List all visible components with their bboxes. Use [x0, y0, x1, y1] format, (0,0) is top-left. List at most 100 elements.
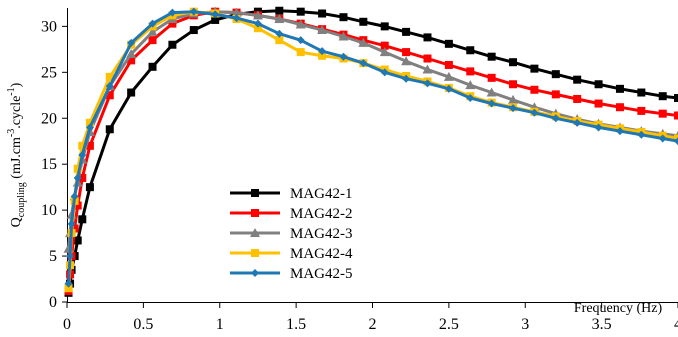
legend-label: MAG42-5	[290, 266, 353, 282]
data-point	[252, 10, 263, 20]
data-point	[423, 54, 432, 63]
data-point	[551, 90, 560, 99]
data-point	[78, 173, 87, 182]
data-point	[148, 36, 157, 45]
data-point	[295, 19, 306, 29]
data-point	[78, 151, 87, 159]
data-point	[594, 80, 603, 89]
data-point	[509, 104, 518, 113]
series-1	[64, 6, 678, 297]
data-point	[573, 118, 582, 127]
data-point	[573, 94, 582, 103]
data-point	[168, 40, 177, 49]
data-point	[338, 31, 349, 41]
data-point	[615, 103, 624, 112]
data-point	[189, 26, 198, 35]
data-point	[211, 10, 220, 19]
data-point	[85, 118, 94, 127]
data-point	[658, 134, 667, 143]
y-axis-title-subscript: coupling	[16, 182, 27, 217]
y-tick-label: 25	[41, 64, 57, 81]
x-tick-label: 2.5	[439, 316, 459, 333]
data-point	[70, 192, 79, 201]
data-point	[674, 94, 678, 103]
data-point	[423, 33, 432, 42]
data-point	[64, 284, 73, 293]
data-point	[339, 52, 348, 61]
data-point	[127, 88, 136, 97]
data-point	[148, 19, 157, 28]
data-point	[637, 106, 646, 115]
data-point	[78, 141, 87, 150]
data-point	[444, 84, 453, 93]
series-line	[67, 10, 678, 249]
y-axis-title-superscript-2: -1	[6, 87, 17, 95]
series-line	[67, 10, 678, 289]
data-point	[105, 82, 114, 91]
data-point	[423, 79, 432, 88]
data-point	[466, 67, 475, 76]
legend-item: MAG42-1	[230, 186, 353, 202]
data-point	[275, 29, 284, 38]
legend-item: MAG42-4	[230, 246, 353, 262]
data-point	[168, 8, 177, 17]
data-point	[658, 92, 667, 101]
y-tick-label: 15	[41, 156, 57, 173]
data-point	[674, 137, 678, 146]
data-point	[508, 94, 519, 104]
data-point	[530, 64, 539, 73]
legend-swatch-marker	[251, 249, 259, 257]
legend-item: MAG42-3	[230, 226, 353, 242]
data-point	[530, 85, 539, 94]
data-point	[275, 36, 284, 45]
x-tick-label: 0.5	[133, 316, 153, 333]
data-point	[380, 41, 389, 50]
data-point	[444, 60, 453, 69]
data-point	[147, 26, 158, 36]
data-point	[78, 215, 87, 224]
data-point	[509, 80, 518, 89]
data-point	[127, 56, 136, 65]
data-point	[358, 37, 369, 47]
data-point	[487, 52, 496, 61]
data-point	[73, 201, 82, 210]
legend-swatch-marker	[251, 209, 259, 217]
data-point	[85, 123, 94, 132]
data-point	[73, 164, 82, 173]
data-point	[66, 252, 75, 261]
legend-swatch-marker	[251, 189, 259, 197]
y-axis-title-unit: (mJ.cm	[9, 137, 24, 182]
y-axis-title-base: Q	[9, 217, 24, 227]
data-point	[105, 125, 114, 134]
legend-swatch-marker	[251, 269, 259, 277]
data-point	[67, 219, 76, 228]
series-group	[63, 6, 678, 297]
data-point	[573, 75, 582, 84]
data-point	[594, 99, 603, 108]
data-point	[658, 109, 667, 118]
data-point	[127, 38, 136, 47]
legend-item: MAG42-2	[230, 206, 353, 222]
y-axis-title-close: )	[9, 82, 24, 87]
series-2	[64, 7, 678, 295]
data-point	[105, 91, 114, 100]
data-point	[85, 141, 94, 150]
data-point	[73, 173, 82, 182]
data-point	[126, 48, 137, 58]
data-point	[637, 88, 646, 97]
data-point	[594, 123, 603, 132]
data-point	[674, 134, 678, 143]
data-point	[296, 36, 305, 45]
legend-label: MAG42-2	[290, 206, 353, 222]
data-point	[359, 59, 368, 68]
data-point	[189, 7, 198, 16]
data-point	[487, 99, 496, 108]
data-point	[379, 47, 390, 57]
series-5	[64, 7, 678, 288]
y-tick-label: 0	[49, 294, 57, 311]
data-point	[444, 39, 453, 48]
x-tick-label: 3.5	[592, 316, 612, 333]
data-point	[674, 111, 678, 120]
